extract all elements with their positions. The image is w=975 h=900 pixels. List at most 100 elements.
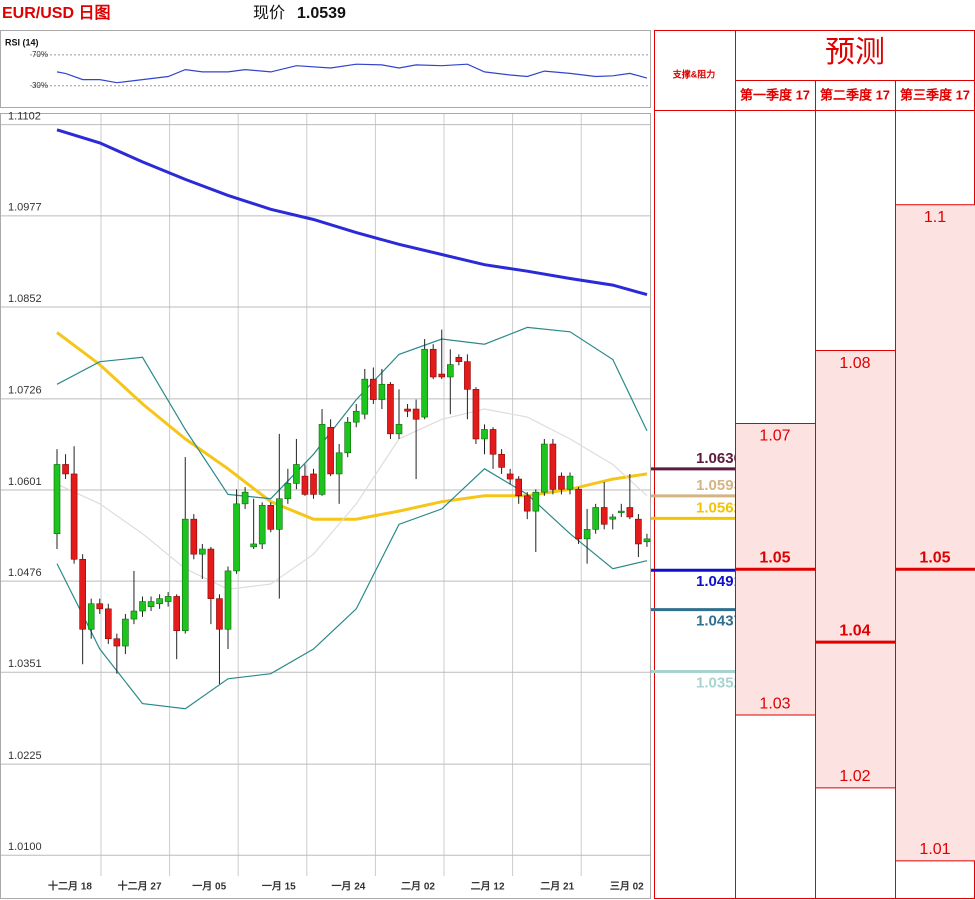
candle-body — [404, 408, 411, 412]
candle-body — [617, 510, 625, 513]
forecast-title: 预测 — [825, 36, 885, 69]
y-tick-label: 1.0977 — [8, 202, 42, 214]
candle-body — [275, 498, 283, 530]
candle-body — [481, 429, 488, 440]
candle-body — [523, 495, 531, 512]
candle-body — [412, 408, 420, 420]
main-panel — [0, 113, 651, 899]
column-header: 第三季度 17 — [900, 87, 970, 102]
candle-body — [498, 453, 505, 468]
candle-body — [233, 503, 240, 572]
candle-body — [592, 507, 599, 530]
candle-body — [361, 378, 369, 415]
rsi-title: RSI (14) — [5, 37, 39, 47]
forecast-mid-label: 1.05 — [919, 549, 950, 566]
candle-body — [301, 475, 309, 495]
forecast-low-label: 1.01 — [919, 841, 950, 858]
candle-body — [96, 603, 104, 610]
candle-body — [370, 378, 377, 400]
forecast-high-label: 1.1 — [924, 209, 946, 226]
candle-body — [464, 361, 471, 390]
candle-body — [147, 601, 155, 607]
indicator-line — [56, 408, 648, 590]
forecast-range — [815, 350, 896, 788]
candle-body — [122, 618, 129, 647]
forecast-mid-label: 1.04 — [839, 622, 870, 639]
candle-body — [541, 443, 548, 493]
candle-body — [455, 356, 463, 362]
candle-body — [164, 596, 172, 602]
forecast-mid-label: 1.05 — [759, 549, 790, 566]
candle-body — [224, 570, 232, 630]
y-tick-label: 1.0351 — [8, 658, 42, 670]
candle-body — [532, 491, 540, 512]
candle-body — [515, 478, 523, 497]
candle-body — [284, 483, 292, 500]
forecast-low-label: 1.02 — [839, 768, 870, 785]
y-tick-label: 1.0726 — [8, 385, 42, 397]
rsi-panel — [0, 30, 651, 108]
candle-body — [139, 601, 146, 612]
page-title: EUR/USD 日图 — [2, 4, 110, 22]
candle-body — [327, 426, 334, 475]
candle-body — [105, 608, 112, 640]
level-label: 1.0593 — [696, 477, 742, 494]
forecast-high-label: 1.08 — [839, 355, 870, 372]
x-tick-label: 一月 15 — [262, 881, 296, 893]
x-tick-label: 一月 05 — [192, 881, 226, 893]
candle-body — [199, 548, 206, 555]
x-tick-label: 十二月 27 — [118, 880, 162, 893]
level-label: 1.0630 — [696, 450, 742, 467]
candle-body — [310, 473, 317, 495]
candle-body — [70, 473, 78, 560]
x-tick-label: 一月 24 — [331, 881, 365, 893]
candle-body — [600, 507, 608, 525]
candle-body — [335, 452, 343, 475]
candle-body — [643, 538, 651, 543]
y-tick-label: 1.0100 — [8, 841, 42, 853]
level-label: 1.0562 — [696, 499, 742, 516]
candle-body — [609, 516, 617, 520]
level-header: 支撑&阻力 — [672, 68, 716, 79]
indicator-line — [56, 331, 648, 521]
candle-body — [181, 518, 189, 632]
rsi-line — [56, 63, 648, 84]
candle-body — [575, 488, 582, 540]
candle-body — [395, 424, 403, 435]
candle-body — [506, 473, 514, 480]
y-tick-label: 1.1102 — [8, 111, 41, 123]
candle-body — [566, 475, 574, 490]
candle-body — [387, 383, 394, 435]
x-tick-label: 十二月 18 — [48, 880, 92, 893]
column-header: 第二季度 17 — [820, 87, 890, 102]
y-tick-label: 1.0852 — [8, 293, 42, 305]
column-header: 第一季度 17 — [740, 87, 810, 102]
candle-body — [156, 598, 163, 605]
candle-body — [318, 424, 326, 495]
candle-body — [489, 429, 497, 455]
candle-body — [250, 543, 257, 548]
x-tick-label: 二月 12 — [471, 881, 505, 893]
level-label: 1.0352 — [696, 675, 742, 692]
candle-body — [87, 603, 95, 630]
candle-body — [62, 464, 69, 475]
candle-body — [216, 598, 223, 630]
candle-body — [446, 364, 454, 378]
candle-body — [130, 610, 138, 620]
forecast-high-label: 1.07 — [759, 428, 790, 445]
candle-body — [583, 529, 591, 540]
candle-body — [267, 505, 275, 530]
indicator-line — [56, 128, 648, 297]
candle-body — [429, 348, 437, 378]
candle-body — [113, 638, 121, 647]
candle-body — [190, 518, 198, 555]
candle-body — [352, 410, 360, 423]
forecast-low-label: 1.03 — [759, 695, 790, 712]
forecast-range — [895, 204, 975, 861]
level-label: 1.0491 — [696, 573, 742, 590]
candle-body — [258, 505, 266, 545]
y-tick-label: 1.0476 — [8, 567, 42, 579]
y-tick-label: 1.0601 — [8, 476, 42, 488]
candle-body — [421, 348, 428, 418]
candle-body — [626, 507, 634, 518]
